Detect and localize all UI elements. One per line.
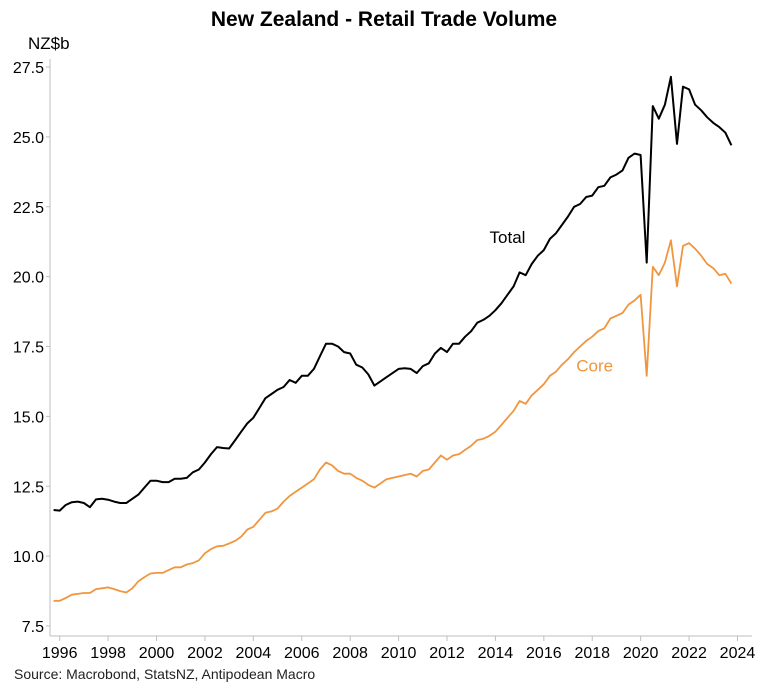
series-labels: Total Core <box>490 228 614 376</box>
chart-axes: 7.5 10.0 12.5 15.0 17.5 20.0 22.5 25.0 27.5 1996 1… <box>13 59 756 662</box>
x-tick-label: 1996 <box>42 645 78 662</box>
x-tick-label: 2020 <box>623 645 659 662</box>
x-tick-label: 2012 <box>429 645 465 662</box>
y-tick-label: 17.5 <box>13 340 44 357</box>
y-tick-label: 25.0 <box>13 130 44 147</box>
x-tick-label: 2016 <box>526 645 562 662</box>
y-axis-unit-label: NZ$b <box>28 34 70 53</box>
y-tick-label: 22.5 <box>13 200 44 217</box>
series-layer <box>53 75 733 602</box>
x-tick-label: 2010 <box>381 645 417 662</box>
y-tick-label: 27.5 <box>13 60 44 77</box>
y-tick-label: 7.5 <box>22 619 44 636</box>
y-tick-label: 12.5 <box>13 479 44 496</box>
x-tick-label: 2022 <box>671 645 707 662</box>
series-line-core <box>53 239 733 602</box>
x-tick-label: 2002 <box>187 645 223 662</box>
x-tick-label: 1998 <box>90 645 126 662</box>
x-tick-label: 2018 <box>574 645 610 662</box>
y-tick-label: 15.0 <box>13 409 44 426</box>
chart-title: New Zealand - Retail Trade Volume <box>210 8 558 31</box>
y-tick-label: 10.0 <box>13 549 44 566</box>
series-label-total: Total <box>490 228 526 247</box>
x-tick-label: 2004 <box>236 645 272 662</box>
y-tick-label: 20.0 <box>13 270 44 287</box>
series-line-total <box>53 75 733 512</box>
x-tick-label: 2008 <box>332 645 368 662</box>
source-note: Source: Macrobond, StatsNZ, Antipodean M… <box>14 666 316 682</box>
x-tick-label: 2024 <box>720 645 756 662</box>
series-label-core: Core <box>576 357 613 376</box>
x-tick-label: 2006 <box>284 645 320 662</box>
x-tick-label: 2014 <box>478 645 514 662</box>
x-tick-label: 2000 <box>139 645 175 662</box>
